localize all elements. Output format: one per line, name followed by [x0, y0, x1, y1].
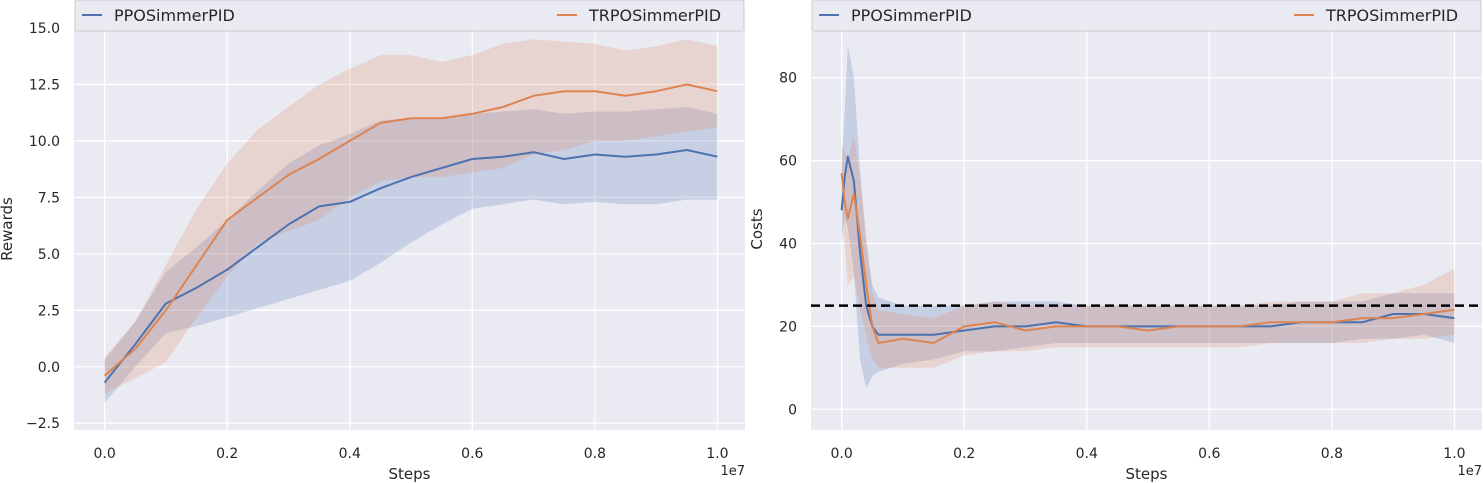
legend-label: TRPOSimmerPID [588, 6, 721, 25]
x-tick-label: 0.0 [94, 446, 116, 462]
x-tick-label: 0.4 [1076, 446, 1098, 462]
y-tick-labels: 0 20 40 60 80 [779, 71, 797, 419]
x-tick-labels: 0.0 0.2 0.4 0.6 0.8 1.0 [831, 446, 1466, 462]
confidence-bands [841, 44, 1455, 389]
confidence-band [104, 107, 718, 403]
y-tick-label: 80 [779, 71, 797, 87]
series-line [103, 149, 718, 384]
legend-label: PPOSimmerPID [851, 6, 972, 25]
legend: PPOSimmerPID TRPOSimmerPID [811, 0, 1482, 32]
y-tick-label: 40 [779, 237, 797, 253]
series-line [103, 83, 718, 377]
y-axis-label: Rewards [0, 197, 16, 261]
rewards-chart: −2.5 0.0 2.5 5.0 7.5 10.0 12.5 15.0 0.0 … [0, 0, 745, 483]
series-lines [840, 155, 1455, 344]
y-tick-label: 0 [788, 402, 797, 418]
x-offset-label: 1e7 [1457, 464, 1482, 479]
x-tick-label: 0.2 [216, 446, 238, 462]
confidence-band [841, 44, 1455, 389]
y-tick-label: 20 [779, 319, 797, 335]
y-tick-label: 60 [779, 154, 797, 170]
confidence-bands [104, 39, 718, 403]
series-line [840, 172, 1455, 344]
x-tick-label: 0.8 [584, 446, 606, 462]
y-tick-label: 10.0 [29, 134, 60, 150]
x-offset-label: 1e7 [720, 464, 745, 479]
x-tick-labels: 0.0 0.2 0.4 0.6 0.8 1.0 [94, 446, 729, 462]
y-tick-label: 5.0 [38, 247, 60, 263]
x-axis-label: Steps [389, 465, 431, 483]
y-axis-label: Costs [748, 208, 766, 249]
legend-frame [74, 0, 745, 32]
x-tick-label: 0.2 [953, 446, 975, 462]
legend: PPOSimmerPID TRPOSimmerPID [74, 0, 745, 32]
y-tick-label: 7.5 [38, 190, 60, 206]
x-tick-label: 0.4 [339, 446, 361, 462]
y-tick-label: −2.5 [26, 416, 60, 432]
confidence-band [841, 135, 1455, 368]
x-tick-label: 0.8 [1321, 446, 1343, 462]
legend-label: TRPOSimmerPID [1325, 6, 1458, 25]
series-lines [103, 83, 718, 384]
x-tick-label: 0.6 [461, 446, 483, 462]
x-tick-label: 0.6 [1198, 446, 1220, 462]
y-tick-label: 12.5 [29, 77, 60, 93]
confidence-band [104, 39, 718, 394]
legend-label: PPOSimmerPID [114, 6, 235, 25]
y-tick-label: 15.0 [29, 21, 60, 37]
y-tick-labels: −2.5 0.0 2.5 5.0 7.5 10.0 12.5 15.0 [26, 21, 60, 432]
x-axis-label: Steps [1126, 465, 1168, 483]
legend-frame [811, 0, 1482, 32]
y-tick-label: 0.0 [38, 360, 60, 376]
x-tick-label: 1.0 [706, 446, 728, 462]
costs-chart: 0 20 40 60 80 0.0 0.2 0.4 0.6 0.8 1.0 1e… [748, 0, 1482, 483]
x-tick-label: 0.0 [831, 446, 853, 462]
grid [811, 28, 1482, 430]
plot-area [811, 28, 1482, 430]
x-tick-label: 1.0 [1443, 446, 1465, 462]
y-tick-label: 2.5 [38, 303, 60, 319]
